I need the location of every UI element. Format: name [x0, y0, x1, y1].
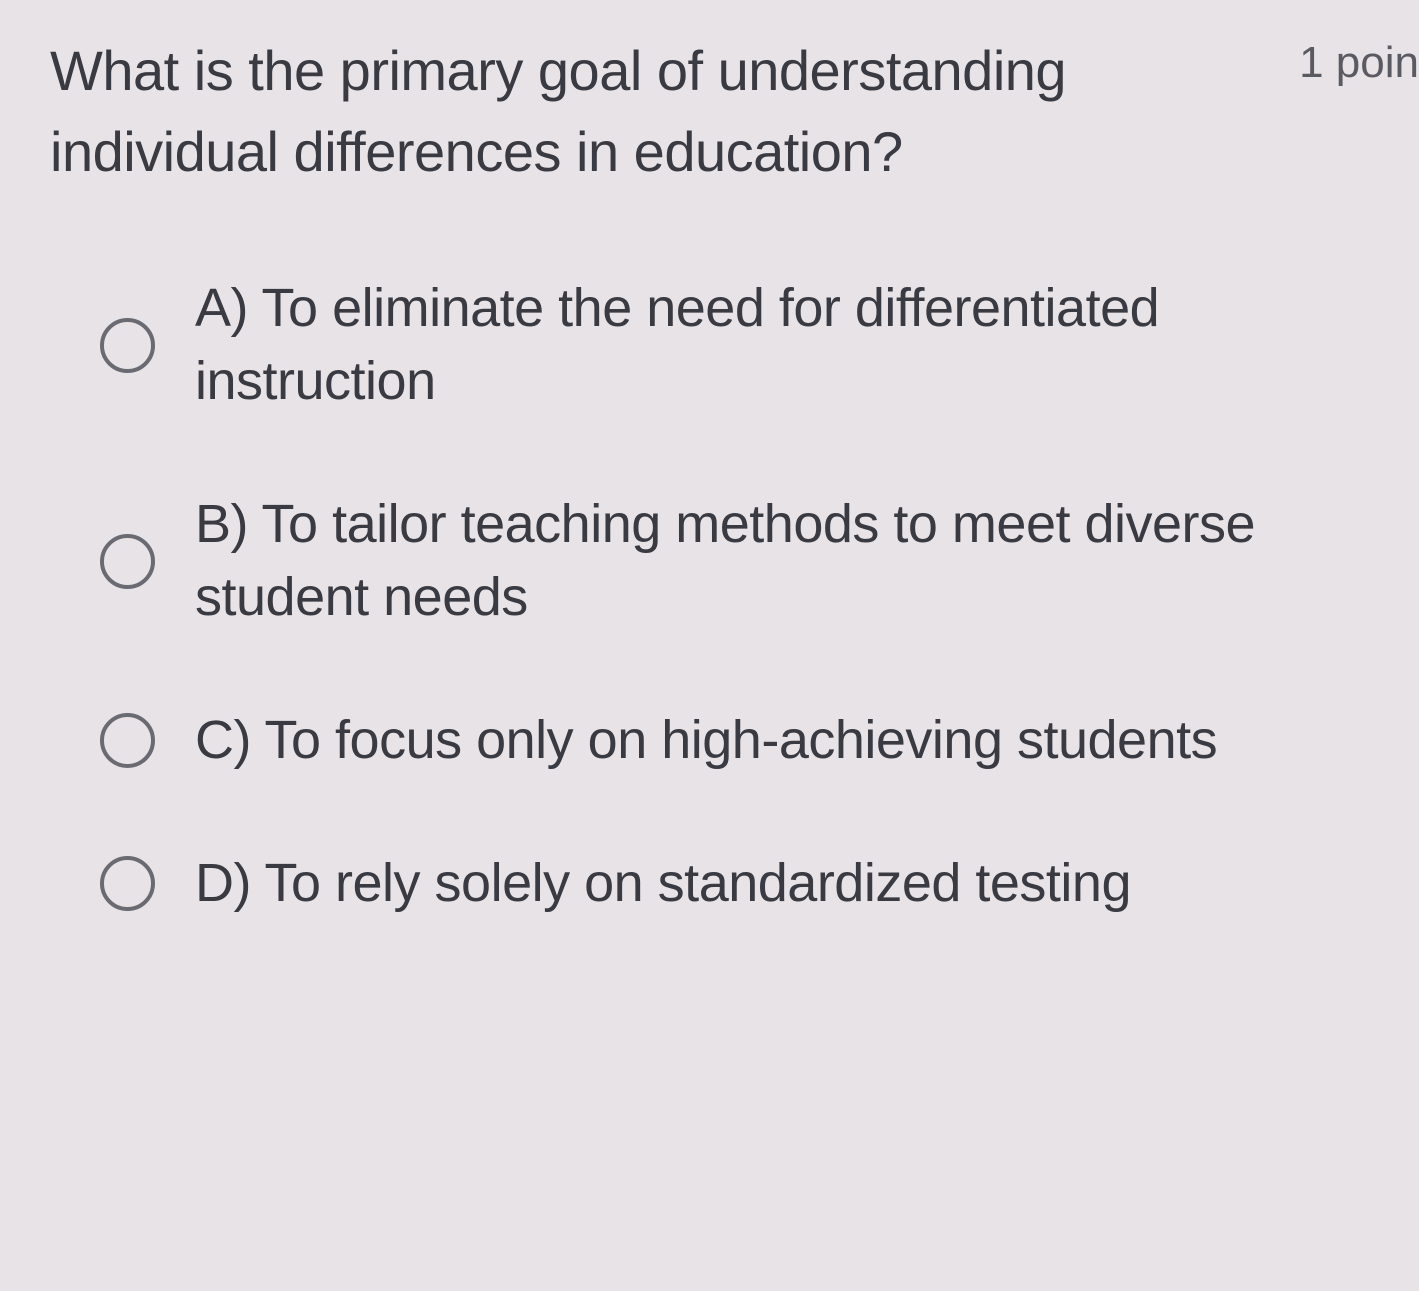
option-d[interactable]: D) To rely solely on standardized testin… — [100, 847, 1379, 920]
radio-icon[interactable] — [100, 534, 155, 589]
option-a[interactable]: A) To eliminate the need for differentia… — [100, 272, 1379, 418]
option-c[interactable]: C) To focus only on high-achieving stude… — [100, 704, 1379, 777]
radio-icon[interactable] — [100, 713, 155, 768]
question-header: What is the primary goal of understandin… — [50, 30, 1419, 192]
options-container: A) To eliminate the need for differentia… — [50, 272, 1419, 919]
option-label: C) To focus only on high-achieving stude… — [195, 704, 1217, 777]
points-label: 1 poin — [1299, 30, 1419, 88]
option-b[interactable]: B) To tailor teaching methods to meet di… — [100, 488, 1379, 634]
question-text: What is the primary goal of understandin… — [50, 30, 1200, 192]
radio-icon[interactable] — [100, 318, 155, 373]
option-label: A) To eliminate the need for differentia… — [195, 272, 1379, 418]
option-label: D) To rely solely on standardized testin… — [195, 847, 1131, 920]
option-label: B) To tailor teaching methods to meet di… — [195, 488, 1379, 634]
radio-icon[interactable] — [100, 856, 155, 911]
